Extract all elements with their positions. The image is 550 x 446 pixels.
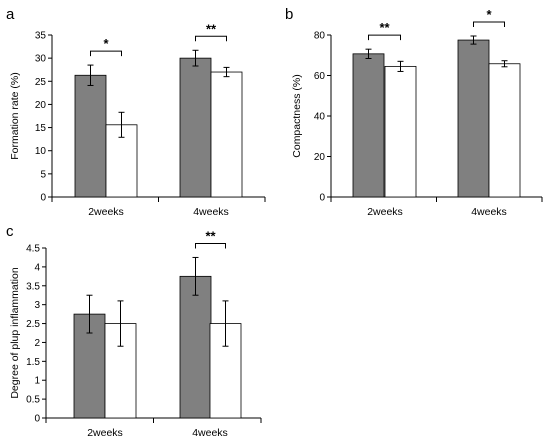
y-tick-label: 1.5: [26, 357, 40, 368]
panel-letter: b: [285, 6, 293, 23]
significance-bracket: [473, 21, 505, 28]
bar-4weeks-series-1: [179, 57, 212, 198]
y-axis-label: Degree of plup inflammation: [9, 267, 21, 398]
significance-marker: **: [206, 21, 217, 36]
bar-2weeks-series-2: [105, 124, 138, 198]
y-tick-label: 10: [35, 146, 47, 157]
chart-panel-b: b 0 20 40 60 80 Compactness (%) 2weeks ** 4weeks *: [285, 6, 543, 218]
panel-letter: a: [6, 6, 15, 23]
y-tick-label: 15: [35, 123, 47, 134]
chart-panel-c: c 0 0.5 1 1.5 2 2.5 3 3.5 4 4.5 Degree of plup infl…: [6, 223, 262, 439]
y-tick-label: 2: [34, 338, 40, 349]
y-tick-label: 0.5: [26, 395, 40, 406]
y-tick-label: 25: [35, 77, 47, 88]
significance-marker: **: [205, 228, 216, 243]
y-axis-label: Compactness (%): [291, 74, 303, 157]
bar-4weeks-series-1: [457, 39, 490, 198]
y-tick-label: 60: [314, 71, 326, 82]
significance-marker: *: [486, 7, 492, 22]
bar-2weeks-series-2: [384, 65, 417, 198]
y-tick-label: 20: [35, 100, 47, 111]
category-label: 4weeks: [192, 427, 228, 439]
y-tick-label: 35: [35, 31, 47, 42]
y-tick-label: 4: [34, 262, 40, 273]
y-tick-label: 0: [40, 193, 46, 204]
category-label: 4weeks: [471, 206, 507, 218]
category-label: 4weeks: [193, 206, 229, 218]
y-tick-label: 20: [314, 152, 326, 163]
significance-bracket: [195, 35, 227, 42]
chart-panel-a: a 0 5 10 15 20 25 30 35 Formation rate (%) 2weeks *…: [6, 6, 266, 218]
bar-4weeks-series-1: [179, 275, 212, 419]
y-tick-label: 1: [34, 376, 40, 387]
panel-letter: c: [6, 223, 14, 240]
y-tick-label: 3.5: [26, 281, 40, 292]
category-label: 2weeks: [87, 427, 123, 439]
y-tick-label: 3: [34, 300, 40, 311]
y-axis-label: Formation rate (%): [9, 72, 21, 160]
y-tick-label: 0: [34, 414, 40, 425]
y-tick-label: 40: [314, 112, 326, 123]
y-tick-label: 4.5: [26, 244, 40, 255]
y-tick-label: 2.5: [26, 319, 40, 330]
significance-bracket: [368, 34, 401, 41]
category-label: 2weeks: [88, 206, 124, 218]
bar-4weeks-series-2: [488, 63, 521, 198]
y-tick-label: 0: [319, 193, 325, 204]
significance-marker: *: [103, 36, 109, 51]
bar-4weeks-series-2: [210, 71, 243, 198]
significance-bracket: [195, 242, 226, 249]
significance-bracket: [90, 50, 122, 57]
category-label: 2weeks: [367, 206, 403, 218]
significance-marker: **: [379, 20, 390, 35]
bar-2weeks-series-1: [74, 74, 107, 198]
y-tick-label: 80: [314, 31, 326, 42]
y-tick-label: 5: [40, 169, 46, 180]
y-tick-label: 30: [35, 54, 47, 65]
bar-2weeks-series-1: [352, 53, 385, 198]
